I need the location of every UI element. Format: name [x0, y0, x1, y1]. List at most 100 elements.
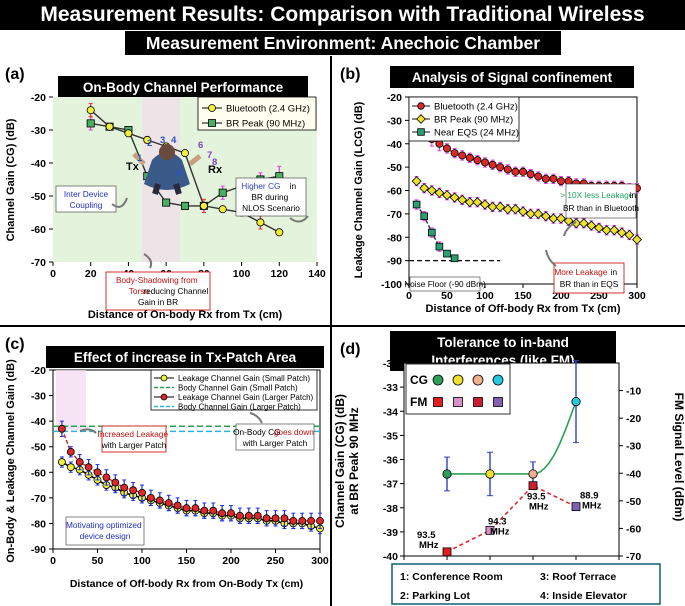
- data-point: [412, 200, 421, 209]
- y2-tick-label: -60: [626, 523, 641, 535]
- data-point: [164, 499, 173, 507]
- y-axis-label-2: at BR Peak 90 MHz: [347, 407, 361, 514]
- data-point: [420, 212, 429, 221]
- data-point: [534, 172, 543, 181]
- x-tick-label: 300: [628, 290, 646, 302]
- coupling-text: Inter Device Coupling: [64, 189, 109, 210]
- data-point: [86, 106, 95, 115]
- legend-marker: [208, 104, 216, 112]
- data-point: [518, 167, 527, 176]
- data-point: [209, 506, 218, 515]
- data-point: [510, 204, 521, 215]
- position-label: 7: [207, 150, 212, 161]
- panel-divider-vertical: [330, 56, 332, 606]
- panel-b-title: Analysis of Signal confinement: [412, 70, 613, 85]
- data-point: [253, 511, 262, 520]
- panel-b: (b) Analysis of Signal confinement 0 50 10…: [340, 66, 646, 315]
- shadow-line2: reducing Channel: [143, 286, 208, 296]
- data-point: [262, 514, 271, 523]
- data-point: [556, 177, 565, 186]
- y2-tick-label: -40: [626, 468, 641, 480]
- series-line: [416, 204, 455, 259]
- increased-line1: Increased Leakage: [98, 429, 169, 439]
- legend-marker: [160, 393, 168, 401]
- less-line2: BR than in Bluetooth: [563, 203, 639, 213]
- data-point: [449, 192, 460, 203]
- position-label: 8: [212, 157, 217, 168]
- shadow-arrow: [143, 253, 153, 269]
- data-point: [443, 249, 451, 258]
- data-point: [138, 488, 146, 497]
- legend-fm-marker: [453, 397, 463, 407]
- x-tick-label: 250: [267, 555, 285, 567]
- cg-point: [442, 469, 452, 479]
- person-figure: [132, 144, 202, 195]
- data-point: [227, 509, 235, 518]
- increased-arrow: [79, 428, 97, 434]
- less-in: in: [630, 190, 637, 200]
- data-point: [146, 493, 155, 502]
- data-point: [428, 228, 436, 237]
- legend-label: Body Channel Gain (Larger Patch): [178, 403, 301, 412]
- y-tick-label: -32: [383, 358, 398, 370]
- cg-down-goes: goes down: [274, 427, 315, 437]
- y-tick-label: -70: [31, 257, 46, 269]
- data-point: [549, 174, 558, 183]
- more-in: in: [611, 267, 618, 277]
- shadow-text: Body-Shadowing from Torso reducing Chann…: [116, 275, 211, 307]
- data-point: [271, 514, 280, 523]
- position-label: 3: [160, 135, 165, 146]
- data-point: [199, 201, 208, 210]
- panel-a-letter: (a): [5, 66, 25, 83]
- data-point: [624, 229, 635, 240]
- x-tick-label: 120: [271, 268, 289, 280]
- panel-a-legend: [197, 96, 317, 131]
- legend-cg-marker: [452, 374, 464, 386]
- legend-cg-marker: [432, 374, 444, 386]
- y-axis-label: On-Body & Leakage Channel Gain (dB): [5, 359, 17, 563]
- x-tick-label: 100: [133, 555, 151, 567]
- data-point: [66, 447, 75, 456]
- data-point: [564, 177, 573, 186]
- environment-banner: Measurement Environment: Anechoic Chambe…: [125, 31, 561, 55]
- data-point: [244, 511, 253, 520]
- rx-label: Rx: [208, 164, 223, 176]
- data-point: [540, 211, 551, 222]
- panel-a-title-box: [58, 76, 308, 98]
- data-point: [632, 234, 642, 245]
- motivating-line1: Motivating optimized: [66, 520, 142, 530]
- legend-label: BR Peak (90 MHz): [434, 115, 513, 126]
- legend-fm-label: FM: [410, 395, 427, 409]
- data-point: [280, 514, 289, 523]
- fm-frequency-label: 88.9: [580, 491, 599, 502]
- legend-fm-marker: [433, 397, 443, 407]
- y-tick-label: -30: [387, 115, 402, 127]
- y-axis-label-1: Channel Gain (CG) (dB): [333, 394, 347, 528]
- panel-d: (d) Tolerance to in-band Interferences (…: [333, 331, 685, 605]
- legend-marker: [417, 128, 425, 136]
- motivating-text: Motivating optimized device design: [66, 520, 144, 541]
- data-point: [578, 218, 589, 229]
- higher-line3: NLOS Scenario: [242, 203, 300, 213]
- y-tick-label: -70: [387, 209, 402, 221]
- panel-c-title-box: [46, 346, 324, 368]
- x-axis-label: Distance of Off-body Rx from Tx (cm): [426, 303, 621, 315]
- x-tick-label: 140: [308, 268, 326, 280]
- data-point: [75, 458, 84, 466]
- y-tick-label: -30: [31, 391, 46, 403]
- more-line2: BR than in EQS: [560, 279, 619, 289]
- y-tick-label: -40: [387, 139, 402, 151]
- fm-unit-label: MHz: [582, 501, 602, 512]
- data-point: [66, 463, 75, 472]
- data-point: [464, 197, 475, 208]
- coupling-box: [55, 185, 117, 213]
- data-point: [480, 158, 489, 167]
- panel-divider-horizontal: [0, 325, 685, 327]
- cg-point: [571, 397, 581, 407]
- motivating-box: [65, 516, 145, 546]
- shadow-torso: Torso: [129, 286, 150, 296]
- environment-legend-item: 1: Conference Room: [400, 571, 503, 583]
- x-tick-label: 300: [311, 555, 329, 567]
- data-point: [256, 218, 265, 227]
- data-point: [443, 144, 452, 153]
